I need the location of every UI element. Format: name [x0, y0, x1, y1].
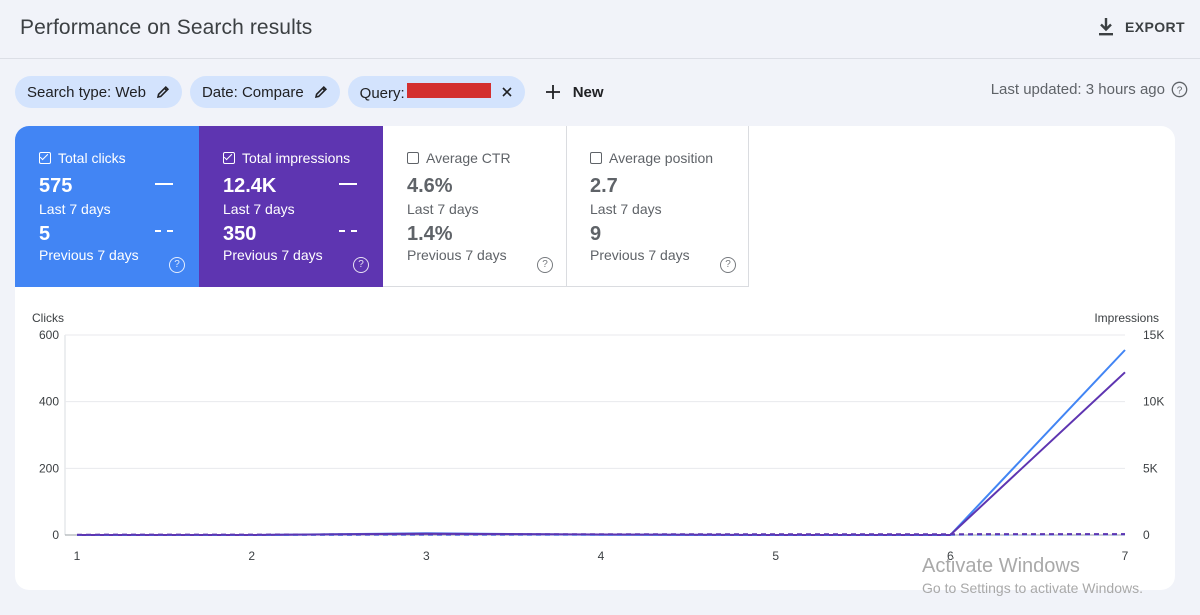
x-tick-label: 1: [74, 549, 81, 563]
x-tick-label: 6: [947, 549, 954, 563]
metric-total-impressions[interactable]: Total impressions 12.4K Last 7 days 350 …: [199, 126, 383, 287]
current-period-label: Last 7 days: [590, 201, 662, 217]
chart-ticks: 0 200 400 600 0 5K 10K 15K 1 2 3 4 5 6 7: [39, 328, 1164, 563]
windows-watermark-title: Activate Windows: [922, 555, 1080, 577]
last-updated: Last updated: 3 hours ago ?: [991, 81, 1188, 98]
dashed-line-legend: [339, 230, 357, 232]
pencil-icon[interactable]: [156, 85, 170, 99]
left-axis-title: Clicks: [32, 311, 64, 325]
filter-bar: Search type: Web Date: Compare Query: Ne…: [15, 76, 604, 108]
plus-icon: [545, 85, 560, 99]
series-line-impressions_previous: [76, 533, 1126, 536]
current-period-label: Last 7 days: [223, 201, 295, 217]
export-label: EXPORT: [1125, 19, 1185, 35]
left-tick-label: 200: [39, 461, 59, 475]
previous-period-label: Previous 7 days: [590, 247, 690, 263]
current-value: 575: [39, 175, 73, 197]
previous-period-label: Previous 7 days: [407, 247, 507, 263]
help-icon[interactable]: [353, 257, 369, 273]
help-icon[interactable]: [169, 257, 185, 273]
svg-text:?: ?: [1177, 85, 1183, 96]
x-tick-label: 4: [598, 549, 605, 563]
chart-grid: [64, 334, 1125, 536]
right-tick-label: 15K: [1143, 328, 1164, 342]
checkbox-checked[interactable]: [39, 152, 51, 164]
right-tick-label: 5K: [1143, 461, 1158, 475]
previous-period-label: Previous 7 days: [223, 247, 323, 263]
new-label: New: [572, 83, 604, 101]
metric-average-position[interactable]: Average position 2.7 Last 7 days 9 Previ…: [566, 126, 749, 287]
series-line-clicks_current: [77, 349, 1126, 536]
previous-period-label: Previous 7 days: [39, 247, 139, 263]
last-updated-text: Last updated: 3 hours ago: [990, 81, 1165, 98]
x-tick-label: 3: [423, 549, 430, 563]
performance-chart[interactable]: Clicks Impressions 0 200 400 600 0 5K 10K 15K 1 2…: [15, 302, 1175, 572]
previous-value: 1.4%: [407, 223, 453, 245]
left-tick-label: 600: [39, 328, 59, 342]
checkbox-unchecked[interactable]: [407, 152, 419, 164]
left-tick-label: 400: [39, 395, 59, 409]
previous-value: 9: [590, 223, 602, 245]
current-period-label: Last 7 days: [407, 201, 479, 217]
redacted-query: [406, 82, 491, 98]
current-value: 12.4K: [223, 175, 277, 197]
left-tick-label: 0: [52, 528, 59, 542]
right-tick-label: 0: [1143, 528, 1150, 542]
help-icon[interactable]: [537, 257, 553, 273]
query-label: Query:: [360, 82, 491, 102]
chart-series: [76, 349, 1126, 536]
metric-name: Total impressions: [242, 150, 351, 166]
dashed-line-legend: [155, 230, 173, 232]
current-value: 4.6%: [407, 175, 453, 197]
query-chip[interactable]: Query:: [347, 76, 525, 108]
right-axis-title: Impressions: [1094, 311, 1159, 325]
search-type-chip[interactable]: Search type: Web: [15, 76, 182, 108]
metric-total-clicks[interactable]: Total clicks 575 Last 7 days 5 Previous …: [15, 126, 199, 287]
help-icon[interactable]: [720, 257, 736, 273]
solid-line-legend: [155, 183, 173, 185]
x-tick-label: 2: [248, 549, 255, 563]
current-period-label: Last 7 days: [39, 201, 111, 217]
date-compare-chip[interactable]: Date: Compare: [189, 76, 340, 108]
metric-name: Average position: [609, 150, 714, 166]
solid-line-legend: [339, 183, 357, 185]
search-type-label: Search type: Web: [27, 83, 146, 101]
previous-value: 5: [39, 223, 51, 245]
help-icon[interactable]: ?: [1171, 81, 1188, 98]
x-tick-label: 5: [772, 549, 779, 563]
metric-name: Total clicks: [58, 150, 126, 166]
series-line-impressions_current: [77, 371, 1126, 536]
previous-value: 350: [223, 223, 257, 245]
date-compare-label: Date: Compare: [201, 83, 304, 101]
new-filter-button[interactable]: New: [545, 84, 604, 101]
x-tick-label: 7: [1122, 549, 1129, 563]
windows-watermark-subtitle: Go to Settings to activate Windows.: [922, 580, 1143, 596]
metric-average-ctr[interactable]: Average CTR 4.6% Last 7 days 1.4% Previo…: [383, 126, 567, 287]
right-tick-label: 10K: [1143, 395, 1164, 409]
performance-card: Total clicks 575 Last 7 days 5 Previous …: [15, 126, 1175, 590]
checkbox-checked[interactable]: [223, 152, 235, 164]
export-button[interactable]: EXPORT: [1097, 14, 1185, 40]
current-value: 2.7: [590, 175, 618, 197]
pencil-icon[interactable]: [314, 85, 328, 99]
download-icon: [1099, 18, 1114, 36]
page-title: Performance on Search results: [20, 16, 313, 39]
checkbox-unchecked[interactable]: [590, 152, 602, 164]
header: Performance on Search results EXPORT: [0, 0, 1200, 59]
close-icon[interactable]: [501, 86, 513, 98]
metric-name: Average CTR: [426, 150, 511, 166]
